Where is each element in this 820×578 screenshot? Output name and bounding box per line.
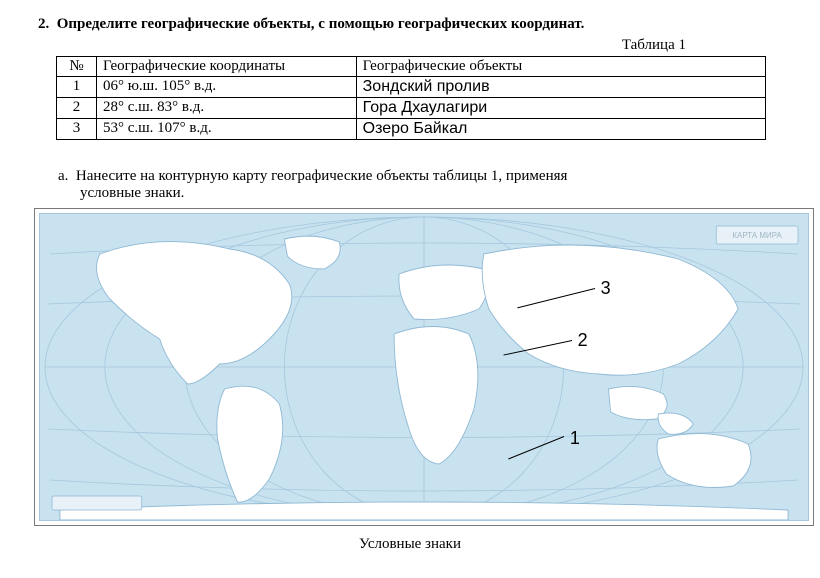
col-header-num: №	[57, 57, 97, 77]
table-row: 1 06° ю.ш. 105° в.д. Зондский пролив	[57, 77, 766, 98]
task-text: Определите географические объекты, с пом…	[57, 16, 585, 32]
col-header-objects: Географические объекты	[356, 57, 765, 77]
cell-coord: 28° с.ш. 83° в.д.	[96, 98, 356, 119]
cell-num: 1	[57, 77, 97, 98]
map-title-box: КАРТА МИРА	[716, 226, 798, 244]
legend-title: Условные знаки	[24, 536, 796, 553]
task-title: 2. Определите географические объекты, с …	[38, 16, 796, 33]
cell-num: 2	[57, 98, 97, 119]
subtask-line2: условные знаки.	[58, 185, 758, 202]
map-title-text: КАРТА МИРА	[732, 231, 782, 240]
map-frame: КАРТА МИРА 3 2 1	[34, 208, 814, 526]
subtask-a: a. Нанесите на контурную карту географич…	[58, 168, 758, 202]
subtask-line1: Нанесите на контурную карту географическ…	[76, 168, 567, 184]
subtask-letter: a.	[58, 168, 68, 184]
table-row: 3 53° с.ш. 107° в.д. Озеро Байкал	[57, 119, 766, 140]
map-scale-box	[52, 496, 142, 510]
table-row: 2 28° с.ш. 83° в.д. Гора Дхаулагири	[57, 98, 766, 119]
table-caption: Таблица 1	[24, 37, 796, 54]
task-number: 2.	[38, 16, 49, 32]
col-header-coords: Географические координаты	[96, 57, 356, 77]
cell-coord: 06° ю.ш. 105° в.д.	[96, 77, 356, 98]
table-header-row: № Географические координаты Географическ…	[57, 57, 766, 77]
map-svg: КАРТА МИРА	[40, 214, 808, 520]
cell-coord: 53° с.ш. 107° в.д.	[96, 119, 356, 140]
cell-obj: Озеро Байкал	[356, 119, 765, 140]
cell-obj: Зондский пролив	[356, 77, 765, 98]
world-map: КАРТА МИРА 3 2 1	[39, 213, 809, 521]
cell-num: 3	[57, 119, 97, 140]
cell-obj: Гора Дхаулагири	[356, 98, 765, 119]
coordinates-table: № Географические координаты Географическ…	[56, 56, 766, 140]
